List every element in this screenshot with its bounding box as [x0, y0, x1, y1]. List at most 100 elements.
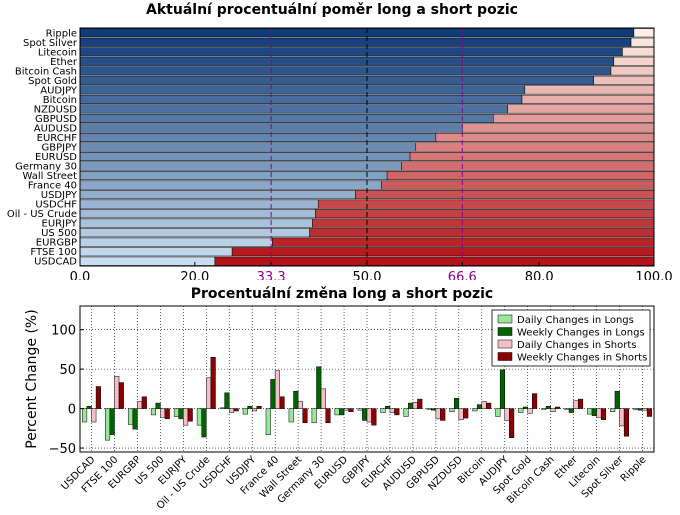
- change-bar-usdjpy: [256, 405, 262, 409]
- chart2-bars: [82, 357, 652, 441]
- category-label: Oil - US Crude: [7, 209, 77, 220]
- change-bar-ftse-100: [114, 375, 120, 409]
- category-label: Litecoin: [38, 47, 77, 58]
- long-bar-wall-street: [79, 171, 388, 181]
- change-bar-usdjpy: [251, 408, 258, 412]
- change-bar-spot-gold: [518, 408, 524, 413]
- category-label: Wall Street: [23, 171, 78, 182]
- short-bar-eurchf: [435, 132, 655, 142]
- change-bar-audjpy: [504, 408, 510, 421]
- category-label: USDJPY: [41, 190, 78, 201]
- legend-swatch: [497, 352, 513, 361]
- short-bar-oil-us-crude: [315, 209, 655, 219]
- short-bar-usdjpy: [355, 190, 655, 200]
- long-bar-spot-silver: [79, 37, 632, 47]
- change-bar-gbpusd: [426, 408, 432, 410]
- category-label: Bitcoin Cash: [15, 66, 77, 77]
- category-label: Bitcoin: [43, 95, 77, 106]
- chart2-frame: [79, 305, 655, 453]
- change-bar-germany-30: [316, 366, 322, 409]
- chart1-title: Aktuální procentuální poměr long a short…: [146, 2, 518, 18]
- category-label: EURGBP: [36, 238, 77, 249]
- change-bar-bitcoin: [472, 408, 478, 412]
- change-bar-usdcad: [82, 408, 88, 423]
- change-bar-ether: [573, 400, 579, 409]
- legend-swatch: [497, 327, 513, 336]
- change-bar-usdchf: [219, 407, 225, 409]
- percent-change-chart: Procentuální změna long a short pozic −5…: [24, 286, 655, 512]
- change-bar-oil-us-crude: [210, 357, 216, 409]
- change-bar-bitcoin-cash: [555, 406, 561, 409]
- change-bar-france-40: [265, 408, 271, 435]
- change-bar-gbpusd: [440, 408, 446, 421]
- change-bar-ether: [564, 408, 570, 410]
- short-bar-audjpy: [524, 85, 655, 95]
- change-bar-audjpy: [499, 369, 506, 409]
- x-tick-label: 66.6: [448, 270, 477, 280]
- category-label: US 500: [41, 228, 77, 239]
- change-bar-ripple: [637, 408, 643, 411]
- change-bar-wall-street: [288, 408, 294, 423]
- change-bar-us-500: [160, 408, 166, 418]
- short-bar-france-40: [381, 180, 655, 190]
- long-bar-germany-30: [79, 161, 402, 171]
- change-bar-eurgbp: [127, 408, 134, 425]
- change-bar-eurgbp: [132, 408, 138, 430]
- long-bar-bitcoin-cash: [79, 66, 612, 76]
- short-bar-ftse-100: [231, 247, 655, 257]
- change-bar-usdchf: [233, 408, 239, 412]
- x-tick-label: 80.0: [525, 270, 554, 280]
- category-label: Spot Silver: [23, 38, 78, 49]
- short-bar-litecoin: [622, 47, 655, 57]
- change-bar-eurchf: [385, 405, 391, 409]
- change-bar-france-40: [279, 396, 285, 409]
- short-bar-ripple: [633, 28, 655, 38]
- change-bar-litecoin: [600, 408, 607, 420]
- legend-box: [491, 309, 651, 367]
- change-bar-audusd: [408, 402, 414, 409]
- change-bar-wall-street: [302, 408, 308, 424]
- change-bar-spot-gold: [532, 393, 538, 409]
- long-bar-eurgbp: [79, 237, 273, 247]
- short-bar-usdcad: [214, 256, 655, 266]
- change-bar-gbpjpy: [371, 408, 377, 426]
- x-tick-label: 20.0: [180, 270, 209, 280]
- category-label: AUDUSD: [34, 123, 78, 134]
- category-label: Spot Gold: [28, 76, 77, 87]
- x-category-label: Ripple: [619, 454, 649, 484]
- category-label: Ripple: [46, 28, 77, 39]
- long-short-ratio-chart: Aktuální procentuální poměr long a short…: [7, 2, 673, 280]
- chart2-y-axis-label: Percent Change (%): [24, 309, 40, 448]
- category-label: GBPUSD: [35, 114, 77, 125]
- change-bar-audusd: [403, 408, 409, 417]
- change-bar-eurchf: [389, 408, 395, 413]
- short-bar-gbpjpy: [415, 142, 655, 152]
- category-label: EURJPY: [42, 219, 78, 230]
- category-label: AUDJPY: [40, 85, 78, 96]
- category-label: France 40: [28, 181, 77, 192]
- legend-swatch: [497, 339, 513, 349]
- change-bar-audusd: [412, 402, 418, 409]
- category-label: USDCHF: [35, 200, 77, 211]
- change-bar-eurjpy: [183, 408, 189, 426]
- y-tick-label: 100: [51, 324, 76, 339]
- change-bar-france-40: [270, 379, 276, 409]
- category-label: USDCAD: [34, 257, 77, 268]
- short-bar-eurusd: [409, 152, 655, 162]
- long-bar-litecoin: [79, 47, 623, 57]
- category-label: EURCHF: [37, 133, 78, 144]
- change-bar-bitcoin: [476, 404, 483, 409]
- change-bar-usdcad: [95, 386, 101, 409]
- short-bar-spot-gold: [593, 75, 655, 85]
- change-bar-bitcoin: [486, 402, 492, 409]
- short-bar-nzdusd: [507, 104, 655, 114]
- long-bar-ether: [79, 56, 615, 66]
- long-bar-spot-gold: [79, 75, 594, 85]
- change-bar-eurusd: [334, 408, 340, 416]
- long-bar-us-500: [79, 228, 310, 238]
- change-bar-gbpjpy: [357, 408, 363, 411]
- x-tick-label: 0.0: [70, 270, 91, 280]
- change-bar-wall-street: [297, 401, 303, 409]
